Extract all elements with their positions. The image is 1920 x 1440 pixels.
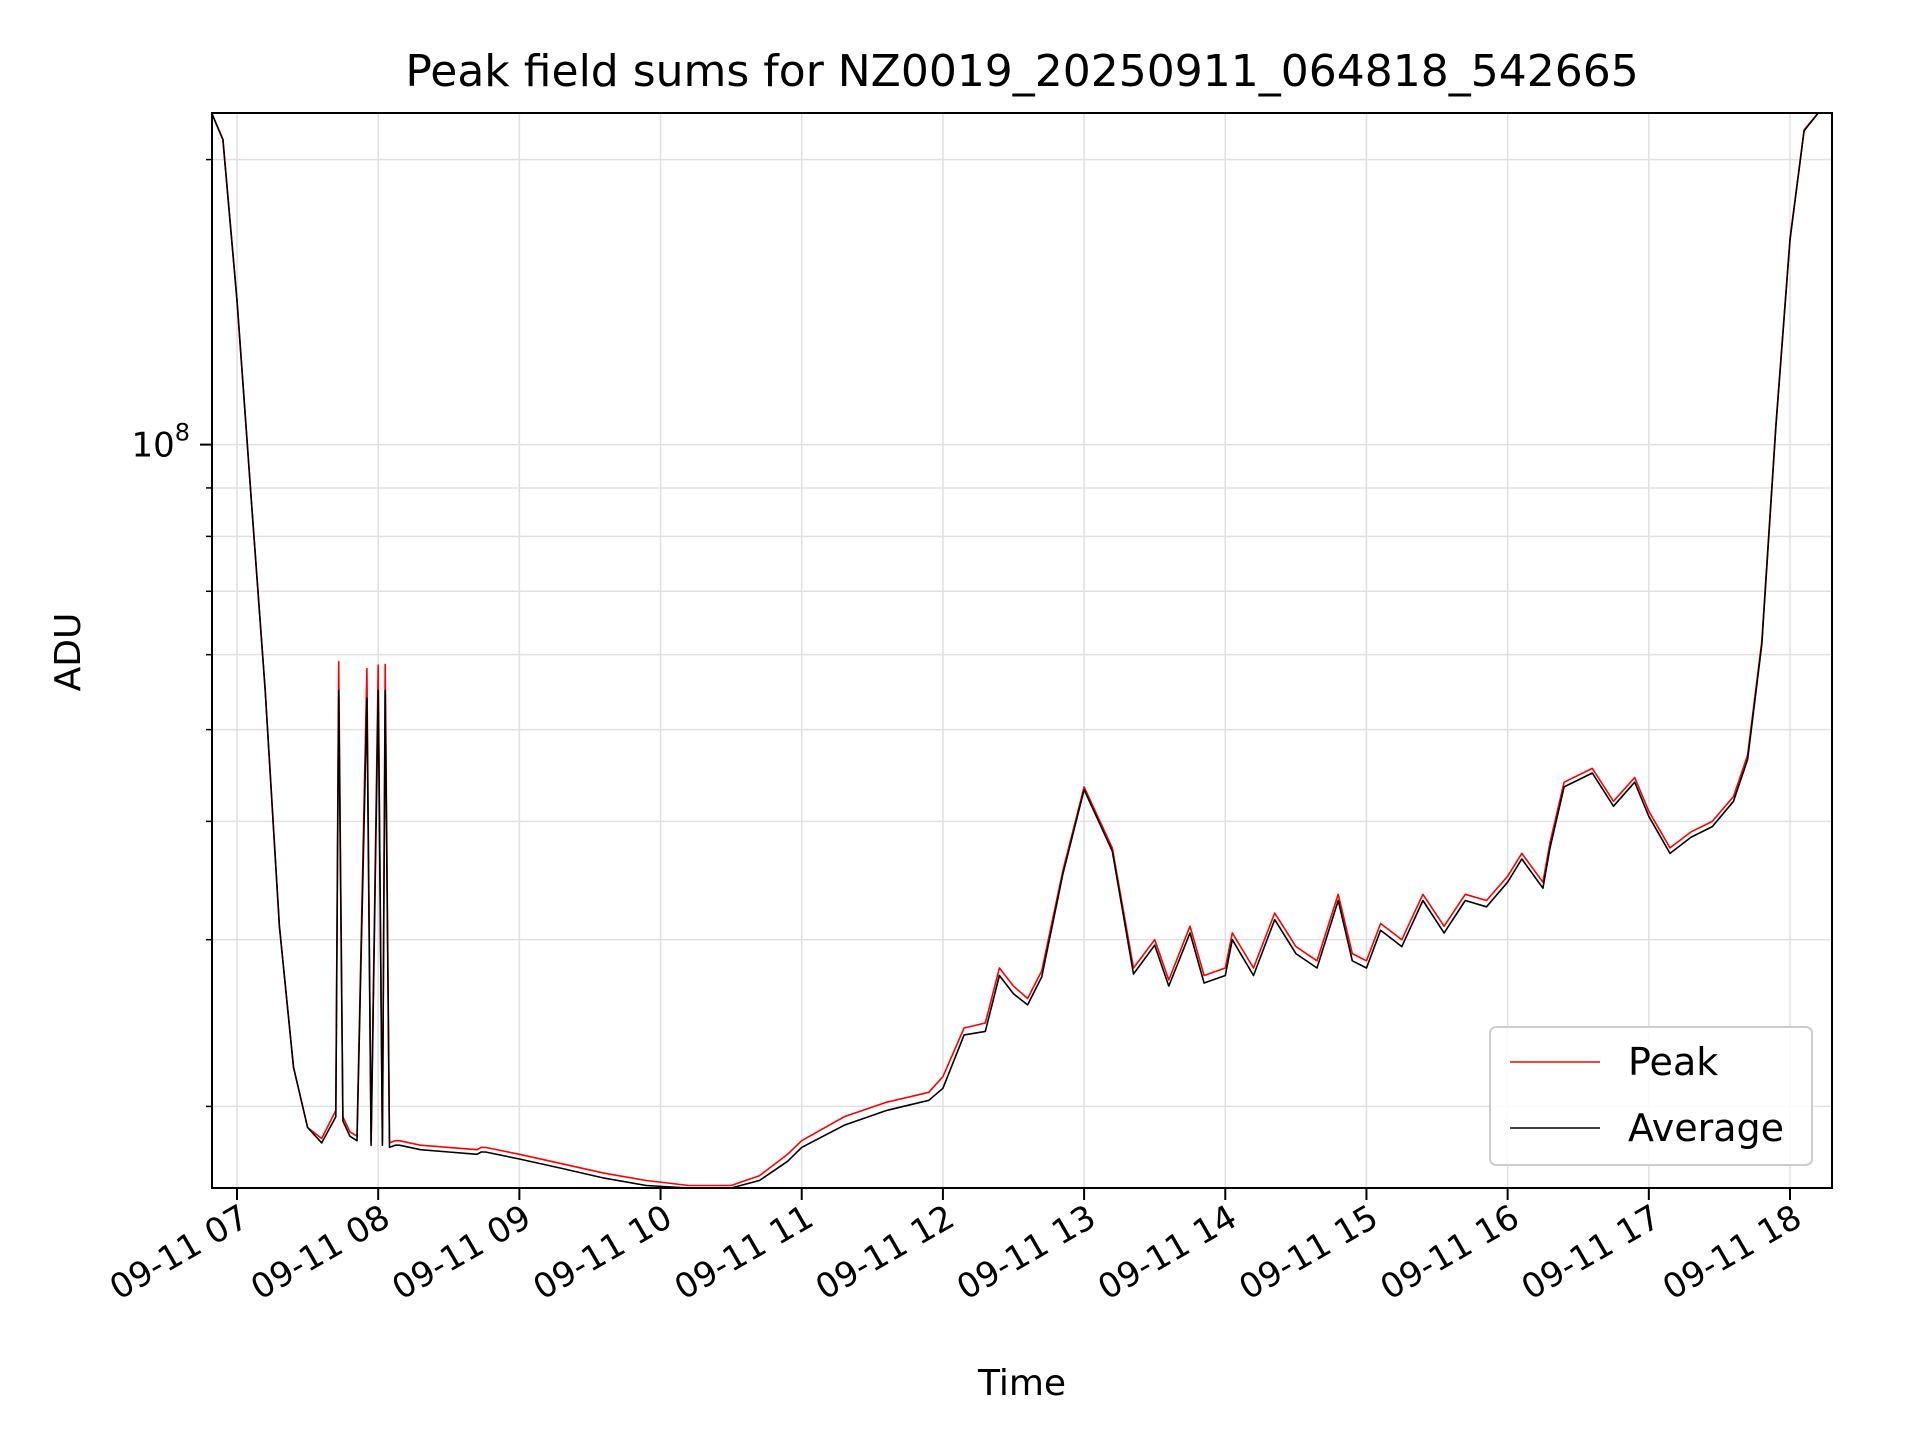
series-line-average [210,112,1819,1189]
legend-average-label: Average [1628,1106,1784,1150]
series-layer [210,112,1819,1189]
legend: Peak Average [1489,1026,1813,1166]
plot-frame [211,112,1833,1189]
grid [212,113,1832,1188]
x-axis-label: Time [977,1363,1066,1404]
legend-peak-label: Peak [1628,1040,1718,1084]
y-axis-ticks: 108 [131,158,212,1108]
y-tick-label: 108 [131,419,190,466]
chart-title: Peak field sums for NZ0019_20250911_0648… [405,46,1638,97]
y-axis-label: ADU [48,613,89,692]
